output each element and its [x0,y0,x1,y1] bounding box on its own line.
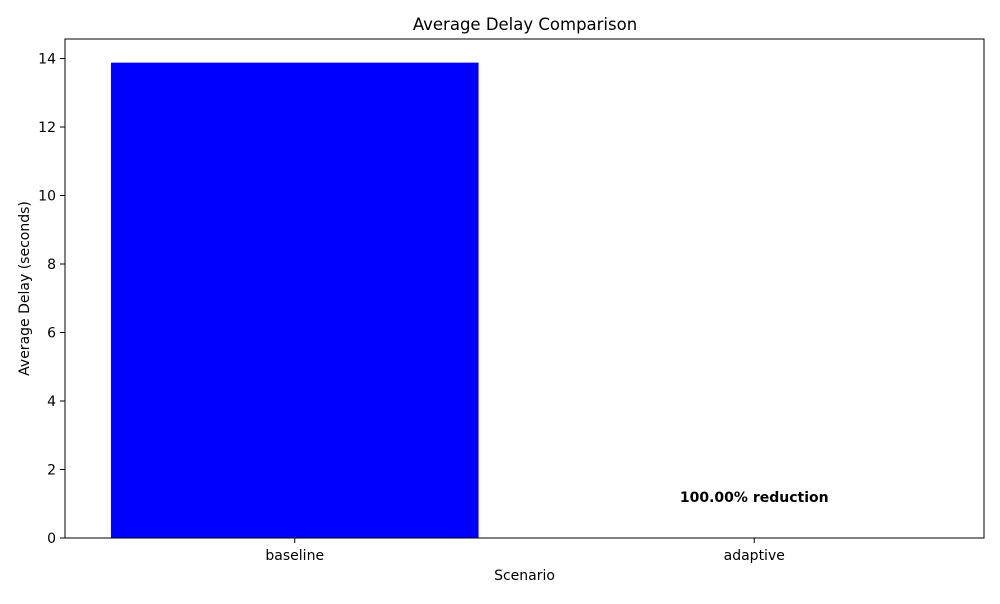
y-tick-label: 14 [38,52,56,68]
x-axis: baseline adaptive [265,538,785,564]
y-tick-label: 2 [47,463,56,479]
annotation-label: 100.00% reduction [680,490,829,506]
y-tick-label: 12 [38,120,56,136]
y-tick-label: 8 [47,257,56,273]
chart-title: Average Delay Comparison [413,15,637,34]
y-tick-label: 0 [47,531,56,547]
bars-layer [110,62,479,538]
x-axis-label: Scenario [494,568,555,584]
y-axis-label: Average Delay (seconds) [17,201,33,376]
plot-frame [64,38,985,539]
bar-baseline [110,62,479,538]
y-tick-label: 6 [47,326,56,342]
x-tick-label: adaptive [724,548,785,564]
x-tick-label: baseline [265,548,324,564]
y-axis: 0 2 4 6 8 10 12 14 [38,52,65,547]
y-tick-label: 4 [47,394,56,410]
y-tick-label: 10 [38,189,56,205]
